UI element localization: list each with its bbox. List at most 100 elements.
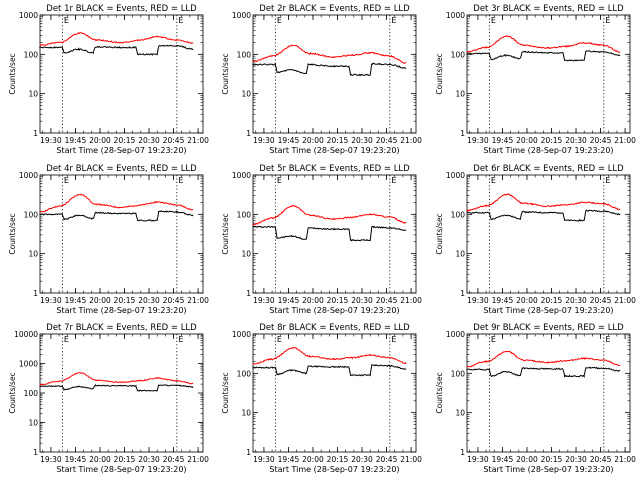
x-axis-label: Start Time (28-Sep-07 19:23:20) — [269, 306, 399, 315]
marker-label: E — [277, 335, 282, 344]
y-tick-label: 1 — [246, 448, 251, 457]
y-tick-label: 1000 — [446, 11, 465, 20]
plot-frame — [466, 174, 631, 294]
x-tick-label: 20:45 — [376, 455, 398, 464]
series-events-line — [39, 210, 194, 222]
x-tick-label: 20:00 — [516, 136, 538, 145]
x-tick-label: 20:15 — [541, 296, 563, 305]
y-tick-label: 1000 — [446, 171, 465, 180]
y-tick-label: 1 — [460, 129, 465, 138]
x-tick-label: 21:00 — [400, 296, 422, 305]
plot-frame — [252, 14, 417, 134]
y-tick-label: 1000 — [232, 11, 251, 20]
series-lld-line — [252, 346, 407, 365]
x-tick-label: 20:30 — [565, 296, 587, 305]
x-tick-label: 20:00 — [516, 455, 538, 464]
plot-frame — [39, 14, 204, 134]
y-axis-label: Counts/sec — [221, 372, 230, 413]
y-tick-label: 1000 — [19, 171, 38, 180]
y-tick-label: 100 — [24, 210, 39, 219]
chart-panel-det-1: Det 1r BLACK = Events, RED = LLD 1 10 100 10… — [8, 4, 209, 155]
y-tick-label: 10 — [28, 419, 38, 428]
series-lld-line — [39, 193, 194, 213]
series-lld-line — [466, 350, 621, 368]
x-tick-label: 19:30 — [467, 455, 489, 464]
x-tick-label: 19:45 — [492, 455, 514, 464]
x-tick-label: 20:15 — [541, 136, 563, 145]
x-tick-label: 21:00 — [400, 136, 422, 145]
y-tick-label: 1 — [460, 289, 465, 298]
x-tick-label: 19:45 — [65, 455, 87, 464]
x-axis-label: Start Time (28-Sep-07 19:23:20) — [269, 146, 399, 155]
marker-label: E — [64, 176, 69, 185]
chart-title: Det 6r BLACK = Events, RED = LLD — [473, 164, 624, 174]
y-axis-label: Counts/sec — [435, 53, 444, 94]
x-tick-label: 19:45 — [278, 455, 300, 464]
y-tick-label: 10000 — [14, 330, 38, 339]
x-tick-label: 19:30 — [40, 296, 62, 305]
y-axis-label: Counts/sec — [221, 53, 230, 94]
x-tick-label: 20:15 — [541, 455, 563, 464]
y-tick-label: 1 — [246, 289, 251, 298]
marker-label: E — [64, 335, 69, 344]
x-tick-label: 20:45 — [163, 296, 185, 305]
y-tick-label: 1 — [460, 448, 465, 457]
x-axis-label: Start Time (28-Sep-07 19:23:20) — [56, 306, 186, 315]
x-tick-label: 19:45 — [278, 296, 300, 305]
marker-label: E — [391, 335, 396, 344]
series-events-line — [39, 44, 194, 56]
series-events-line — [466, 366, 621, 379]
x-tick-label: 20:30 — [351, 296, 373, 305]
marker-label: E — [391, 16, 396, 25]
chart-panel-det-2: Det 2r BLACK = Events, RED = LLD 1 10 100 10… — [221, 4, 422, 155]
chart-title: Det 2r BLACK = Events, RED = LLD — [259, 4, 410, 14]
series-lld-line — [39, 31, 194, 46]
x-tick-label: 19:30 — [253, 136, 275, 145]
y-tick-label: 10 — [28, 90, 38, 99]
series-events-line — [252, 364, 407, 377]
y-tick-label: 1 — [246, 129, 251, 138]
marker-label: E — [277, 16, 282, 25]
plot-frame — [252, 333, 417, 453]
x-tick-label: 20:30 — [138, 455, 160, 464]
series-events-line — [466, 209, 621, 222]
x-tick-label: 20:00 — [302, 455, 324, 464]
marker-label: E — [178, 16, 183, 25]
x-tick-label: 20:45 — [163, 136, 185, 145]
x-tick-label: 21:00 — [614, 136, 636, 145]
y-tick-label: 10 — [241, 90, 251, 99]
x-tick-label: 20:30 — [351, 136, 373, 145]
series-lld-line — [252, 44, 407, 65]
x-axis-label: Start Time (28-Sep-07 19:23:20) — [56, 465, 186, 474]
x-tick-label: 19:45 — [492, 136, 514, 145]
plot-frame — [252, 174, 417, 294]
y-tick-label: 10 — [241, 250, 251, 259]
x-tick-label: 19:45 — [65, 136, 87, 145]
chart-panel-det-3: Det 3r BLACK = Events, RED = LLD 1 10 100 10… — [435, 4, 636, 155]
series-lld-line — [466, 192, 621, 212]
chart-title: Det 7r BLACK = Events, RED = LLD — [46, 323, 197, 333]
plot-frame — [39, 174, 204, 294]
x-tick-label: 20:00 — [516, 296, 538, 305]
x-tick-label: 19:30 — [467, 296, 489, 305]
chart-panel-det-9: Det 9r BLACK = Events, RED = LLD 1 10 100 10… — [435, 323, 636, 474]
x-tick-label: 19:45 — [278, 136, 300, 145]
x-tick-label: 20:00 — [89, 136, 111, 145]
chart-panel-det-8: Det 8r BLACK = Events, RED = LLD 1 10 100 10… — [221, 323, 422, 474]
x-tick-label: 19:45 — [492, 296, 514, 305]
y-axis-label: Counts/sec — [8, 53, 17, 94]
y-tick-label: 100 — [237, 50, 252, 59]
x-tick-label: 21:00 — [400, 455, 422, 464]
chart-panel-det-4: Det 4r BLACK = Events, RED = LLD 1 10 100 10… — [8, 164, 209, 315]
y-tick-label: 1000 — [19, 11, 38, 20]
x-tick-label: 20:30 — [565, 455, 587, 464]
marker-label: E — [491, 335, 496, 344]
x-tick-label: 21:00 — [187, 296, 209, 305]
plot-frame — [39, 333, 204, 453]
marker-label: E — [605, 16, 610, 25]
series-lld-line — [466, 35, 621, 53]
x-tick-label: 19:30 — [467, 136, 489, 145]
y-axis-label: Counts/sec — [435, 372, 444, 413]
